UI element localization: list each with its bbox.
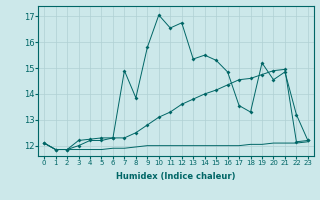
X-axis label: Humidex (Indice chaleur): Humidex (Indice chaleur): [116, 172, 236, 181]
